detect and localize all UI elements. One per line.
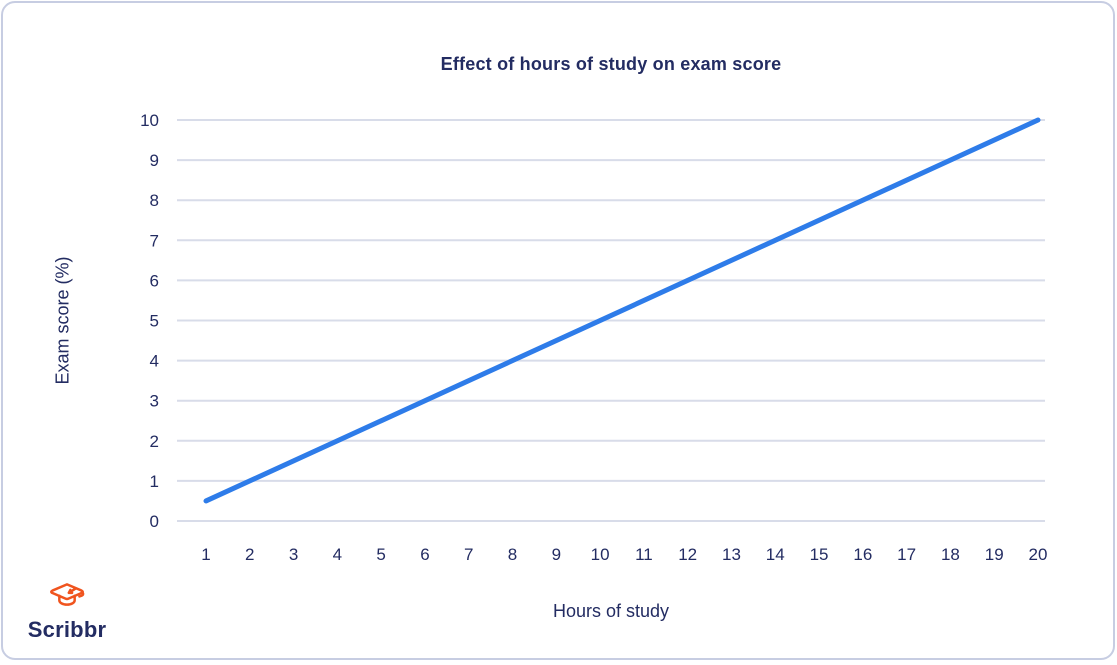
y-tick-label: 3 xyxy=(150,392,159,411)
y-tick-label: 0 xyxy=(150,512,159,531)
y-tick-label: 8 xyxy=(150,191,159,210)
x-tick-label: 5 xyxy=(376,545,385,564)
x-tick-label: 18 xyxy=(941,545,960,564)
x-tick-label: 6 xyxy=(420,545,429,564)
x-tick-label: 11 xyxy=(635,545,653,564)
x-tick-label: 9 xyxy=(552,545,561,564)
x-tick-label: 17 xyxy=(897,545,916,564)
x-tick-label: 12 xyxy=(678,545,697,564)
x-tick-label: 15 xyxy=(810,545,829,564)
x-tick-label: 20 xyxy=(1029,545,1048,564)
x-tick-label: 13 xyxy=(722,545,741,564)
x-tick-label: 16 xyxy=(853,545,872,564)
y-axis-title: Exam score (%) xyxy=(52,256,73,385)
x-axis-title: Hours of study xyxy=(552,601,670,621)
x-tick-label: 14 xyxy=(766,545,785,564)
y-tick-label: 5 xyxy=(150,312,159,331)
x-tick-label: 3 xyxy=(289,545,298,564)
cap-board-shape xyxy=(50,583,84,601)
y-tick-label: 6 xyxy=(150,271,159,290)
cap-ribbon-curl-shape xyxy=(78,590,85,598)
chart-title: Effect of hours of study on exam score xyxy=(440,54,782,74)
y-tick-label: 10 xyxy=(140,111,159,130)
scribbr-logo: Scribbr xyxy=(28,582,106,643)
y-tick-label: 2 xyxy=(150,432,159,451)
graduation-cap-icon xyxy=(50,583,85,606)
y-tick-label: 4 xyxy=(150,352,159,371)
y-tick-label: 7 xyxy=(150,231,159,250)
y-tick-label: 1 xyxy=(150,472,159,491)
y-axis-title-wrap: Exam score (%) xyxy=(41,120,85,521)
exam-score-line xyxy=(203,117,1041,504)
x-tick-label: 10 xyxy=(591,545,610,564)
scribbr-logo-text: Scribbr xyxy=(27,617,107,642)
cap-base-shape xyxy=(58,594,76,606)
x-tick-label: 8 xyxy=(508,545,517,564)
x-tick-label: 2 xyxy=(245,545,254,564)
x-tick-label: 7 xyxy=(464,545,473,564)
x-tick-label: 4 xyxy=(333,545,342,564)
x-tick-label: 1 xyxy=(201,545,210,564)
x-tick-label: 19 xyxy=(985,545,1004,564)
cap-arrow-shape xyxy=(67,587,78,595)
y-tick-label: 9 xyxy=(150,151,159,170)
